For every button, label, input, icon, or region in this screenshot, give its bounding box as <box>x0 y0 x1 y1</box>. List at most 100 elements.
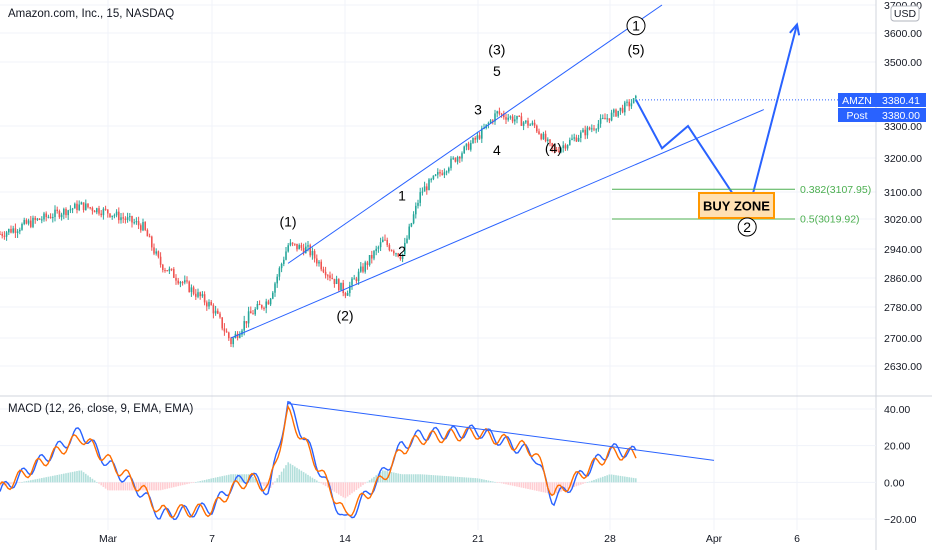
candle-body <box>263 307 265 309</box>
macd-histogram-bar <box>406 474 408 483</box>
macd-histogram-bar <box>298 469 300 483</box>
macd-histogram-bar <box>217 477 219 483</box>
macd-histogram-bar <box>588 481 591 483</box>
macd-histogram-bar <box>10 482 12 485</box>
candle-body <box>89 207 91 209</box>
macd-histogram-bar <box>272 482 274 485</box>
candle-body <box>261 305 263 308</box>
candle-body <box>357 271 360 281</box>
macd-histogram-bar <box>151 482 153 491</box>
macd-histogram-bar <box>542 482 545 493</box>
currency-badge[interactable]: USD <box>890 5 920 22</box>
candle-body <box>221 317 223 329</box>
candle-body <box>87 203 89 208</box>
candle-body <box>98 208 100 214</box>
macd-histogram-bar <box>49 476 52 483</box>
candle-body <box>360 266 362 272</box>
macd-histogram-bar <box>421 474 424 483</box>
candle-body <box>122 217 124 219</box>
candle-body <box>265 301 267 309</box>
candle-body <box>538 131 540 135</box>
candle-body <box>283 259 285 264</box>
candle-body <box>36 218 39 220</box>
candle-body <box>628 101 630 107</box>
candle-body <box>575 137 578 142</box>
macd-histogram-bar <box>610 474 613 483</box>
candle-body <box>250 311 252 314</box>
macd-histogram-bar <box>604 476 606 483</box>
macd-histogram-bar <box>89 477 91 483</box>
candle-body <box>498 111 501 114</box>
candle-body <box>274 283 276 293</box>
candle-body <box>164 269 166 271</box>
candle-body <box>514 119 516 122</box>
macd-histogram-bar <box>573 482 575 488</box>
candle-body <box>170 268 173 270</box>
macd-histogram-bar <box>153 482 155 491</box>
candle-body <box>294 243 296 245</box>
macd-histogram-bar <box>443 475 446 483</box>
macd-histogram-bar <box>208 478 210 483</box>
macd-histogram-bar <box>177 482 179 487</box>
macd-histogram-bar <box>113 482 116 491</box>
candle-body <box>69 209 72 211</box>
macd-histogram-bar <box>360 482 362 487</box>
macd-histogram-bar <box>98 482 100 484</box>
macd-histogram-bar <box>375 475 377 483</box>
candle-body <box>135 221 138 223</box>
candle-body <box>412 214 415 224</box>
candle-body <box>113 215 116 217</box>
candle-body <box>311 251 314 256</box>
macd-histogram-bar <box>91 478 94 483</box>
macd-histogram-bar <box>437 475 439 483</box>
candle-body <box>595 129 597 131</box>
macd-histogram-bar <box>498 482 501 483</box>
macd-histogram-bar <box>21 481 23 483</box>
candle-body <box>153 247 155 254</box>
candle-body <box>146 230 149 237</box>
candle-body <box>3 235 6 237</box>
candle-body <box>0 233 1 235</box>
candle-body <box>239 334 241 338</box>
candle-body <box>140 225 142 231</box>
macd-histogram-bar <box>445 476 448 483</box>
candle-body <box>527 120 529 126</box>
post-value: 3380.00 <box>882 110 920 122</box>
macd-histogram-bar <box>474 478 476 483</box>
macd-histogram-bar <box>608 474 611 483</box>
candle-body <box>34 217 36 220</box>
macd-histogram-bar <box>390 472 393 483</box>
candle-body <box>373 251 375 259</box>
candle-body <box>93 210 96 213</box>
candle-body <box>555 149 558 151</box>
candle-body <box>608 118 611 121</box>
macd-histogram-bar <box>478 478 481 483</box>
candle-body <box>316 258 318 264</box>
macd-histogram-bar <box>368 480 371 483</box>
macd-histogram-bar <box>291 465 294 483</box>
macd-histogram-bar <box>516 482 518 487</box>
macd-histogram-bar <box>287 462 289 483</box>
macd-histogram-bar <box>267 482 270 490</box>
candle-body <box>599 118 602 124</box>
candle-body <box>430 179 432 181</box>
macd-histogram-bar <box>533 482 536 491</box>
macd-histogram-bar <box>300 470 303 483</box>
candle-body <box>476 135 479 140</box>
candle-body <box>60 214 63 218</box>
macd-histogram-bar <box>324 482 327 487</box>
candle-body <box>518 115 520 117</box>
candle-body <box>494 113 496 122</box>
macd-histogram-bar <box>494 481 496 483</box>
wave-label: (5) <box>627 42 644 58</box>
candle-body <box>197 292 199 297</box>
macd-histogram-bar <box>426 474 428 483</box>
candle-body <box>179 282 182 284</box>
macd-histogram-bar <box>529 482 531 490</box>
macd-histogram-bar <box>423 474 426 483</box>
candle-body <box>593 128 595 130</box>
circled-wave-marker <box>626 16 646 36</box>
time-tick-label: 28 <box>604 533 616 545</box>
macd-histogram-bar <box>122 482 124 491</box>
